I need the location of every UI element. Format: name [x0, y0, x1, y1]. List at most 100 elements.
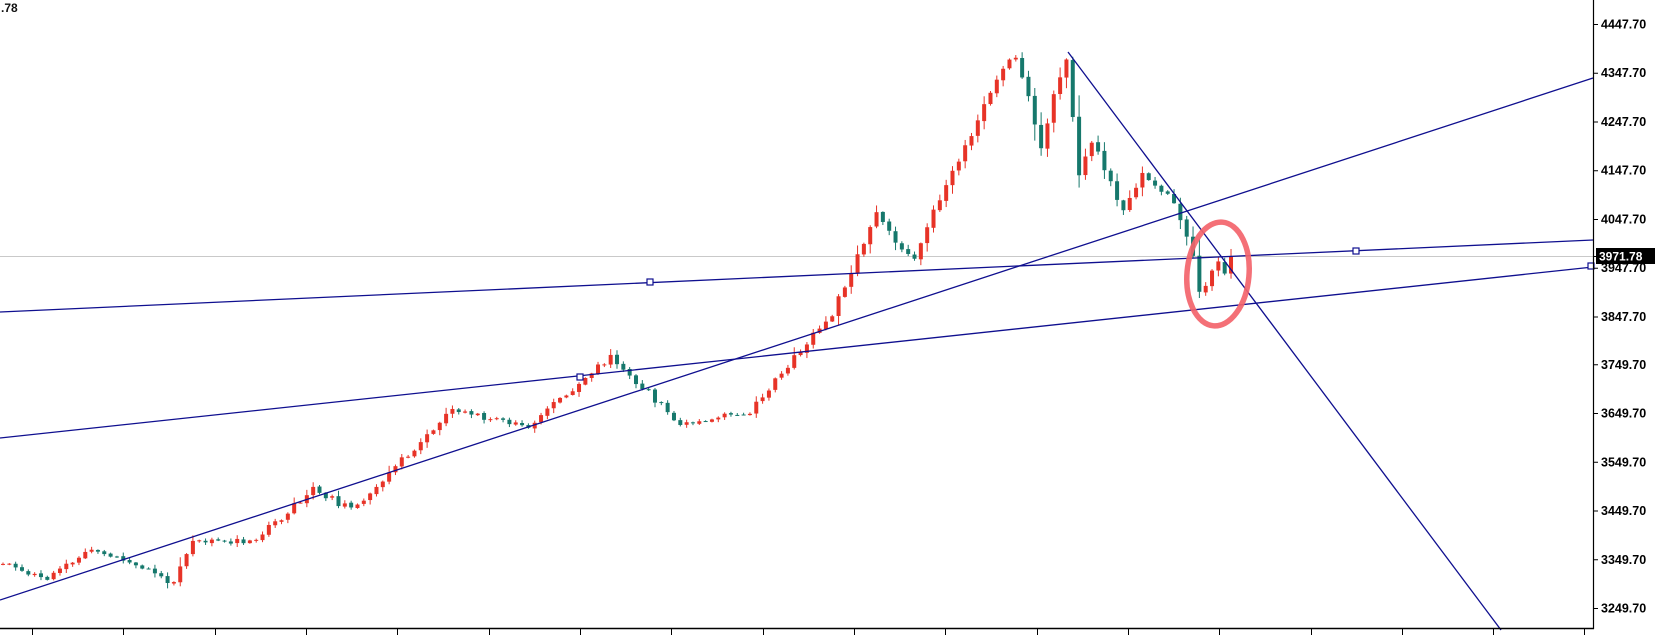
candle[interactable]: [317, 484, 322, 495]
candle[interactable]: [728, 411, 733, 417]
candle[interactable]: [1115, 173, 1120, 207]
candle[interactable]: [665, 400, 670, 415]
candle[interactable]: [152, 564, 157, 578]
candle[interactable]: [912, 251, 917, 261]
candle[interactable]: [1159, 184, 1164, 196]
candle[interactable]: [849, 265, 854, 294]
candle[interactable]: [463, 409, 468, 414]
candle[interactable]: [254, 538, 259, 543]
candle[interactable]: [190, 535, 195, 557]
candle[interactable]: [1210, 269, 1215, 291]
candle[interactable]: [918, 242, 923, 266]
candle[interactable]: [1184, 215, 1189, 246]
candle[interactable]: [228, 538, 233, 546]
candle[interactable]: [336, 490, 341, 509]
candle[interactable]: [798, 349, 803, 357]
candle[interactable]: [1108, 168, 1113, 187]
candle[interactable]: [330, 494, 335, 501]
candle[interactable]: [564, 394, 569, 399]
candle[interactable]: [804, 342, 809, 359]
candle[interactable]: [697, 419, 702, 425]
candle[interactable]: [716, 416, 721, 423]
candle[interactable]: [887, 218, 892, 236]
candlestick-series[interactable]: [1, 52, 1234, 589]
shallow-rising-trendline[interactable]: [0, 239, 1594, 313]
candle[interactable]: [311, 482, 316, 500]
candle[interactable]: [51, 570, 56, 581]
candle[interactable]: [678, 417, 683, 427]
candle[interactable]: [779, 371, 784, 380]
candle[interactable]: [646, 388, 651, 391]
candle[interactable]: [247, 539, 252, 544]
candle[interactable]: [469, 409, 474, 419]
candle[interactable]: [444, 407, 449, 427]
candle[interactable]: [349, 500, 354, 510]
candle[interactable]: [836, 294, 841, 325]
candle[interactable]: [368, 492, 373, 505]
candle[interactable]: [760, 393, 765, 404]
candle[interactable]: [570, 388, 575, 396]
candle[interactable]: [602, 363, 607, 368]
candle[interactable]: [171, 581, 176, 586]
candle[interactable]: [64, 559, 69, 574]
candle[interactable]: [975, 114, 980, 143]
candle[interactable]: [1102, 142, 1107, 179]
candle[interactable]: [197, 539, 202, 543]
candle[interactable]: [925, 223, 930, 252]
candle[interactable]: [1070, 56, 1075, 122]
candle[interactable]: [437, 421, 442, 436]
candle[interactable]: [583, 377, 588, 386]
long-ascending-channel-line[interactable]: [0, 77, 1594, 601]
candle[interactable]: [507, 417, 512, 428]
candle[interactable]: [1197, 238, 1202, 299]
candle[interactable]: [627, 367, 632, 380]
candle[interactable]: [893, 226, 898, 251]
candle[interactable]: [868, 225, 873, 254]
candle[interactable]: [969, 132, 974, 151]
rising-support-trendline[interactable]: [0, 266, 1594, 439]
candle[interactable]: [488, 417, 493, 423]
candle[interactable]: [1127, 190, 1132, 212]
candle[interactable]: [1007, 58, 1012, 70]
candle[interactable]: [273, 518, 278, 528]
candle[interactable]: [279, 519, 284, 525]
candle[interactable]: [874, 205, 879, 229]
candle[interactable]: [121, 552, 126, 564]
candle[interactable]: [216, 537, 221, 542]
trendline-handle[interactable]: [1352, 247, 1360, 255]
candle[interactable]: [1146, 172, 1151, 181]
candle[interactable]: [285, 512, 290, 524]
candle[interactable]: [1001, 65, 1006, 87]
candle[interactable]: [558, 397, 563, 404]
candle[interactable]: [1013, 55, 1018, 62]
candle[interactable]: [45, 575, 50, 581]
candle[interactable]: [165, 572, 170, 589]
candle[interactable]: [684, 419, 689, 428]
candle[interactable]: [1039, 112, 1044, 156]
candle[interactable]: [754, 396, 759, 418]
candle[interactable]: [7, 563, 12, 566]
candle[interactable]: [1, 562, 5, 566]
candle[interactable]: [38, 570, 43, 581]
candle[interactable]: [450, 405, 455, 418]
candle[interactable]: [532, 420, 537, 433]
candle[interactable]: [475, 412, 480, 416]
candle[interactable]: [1089, 140, 1094, 162]
candle[interactable]: [1064, 58, 1069, 89]
candle[interactable]: [412, 449, 417, 458]
candle[interactable]: [83, 548, 88, 560]
candle[interactable]: [513, 420, 518, 426]
candle[interactable]: [178, 557, 183, 587]
candle[interactable]: [709, 418, 714, 423]
candle[interactable]: [235, 535, 240, 548]
candle[interactable]: [203, 538, 208, 545]
candle[interactable]: [342, 500, 347, 509]
candle[interactable]: [621, 361, 626, 372]
candle[interactable]: [741, 412, 746, 416]
candle[interactable]: [26, 569, 31, 577]
candle[interactable]: [355, 503, 360, 509]
candle[interactable]: [703, 420, 708, 423]
candle[interactable]: [76, 556, 81, 566]
candle[interactable]: [241, 536, 246, 545]
candle[interactable]: [855, 245, 860, 277]
